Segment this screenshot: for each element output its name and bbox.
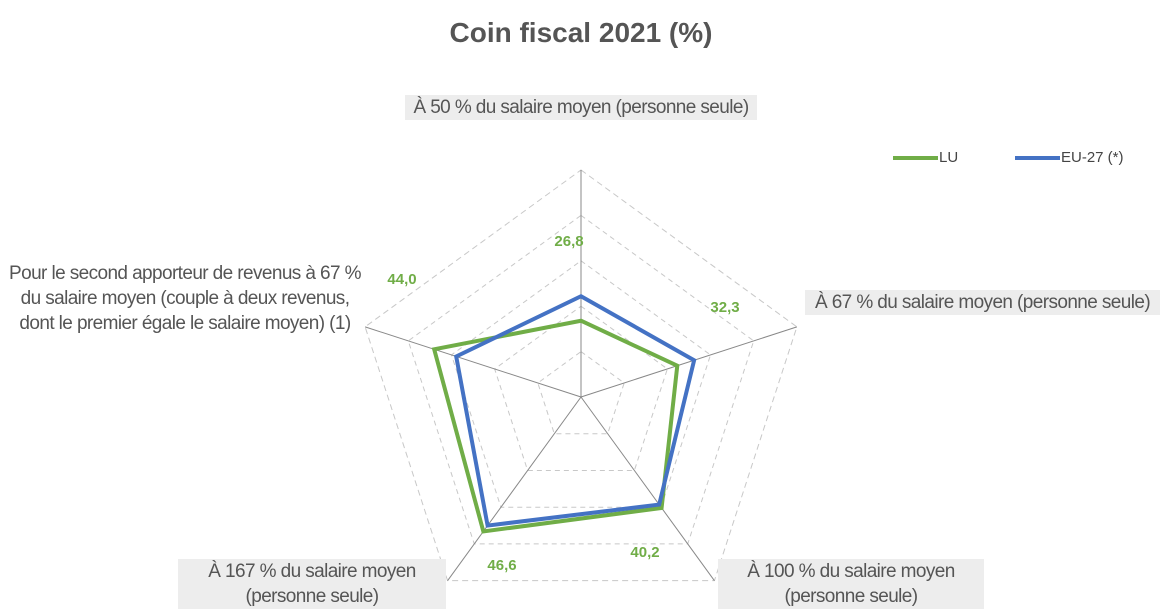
category-label: À 167 % du salaire moyen (personne seule… [178, 559, 446, 609]
axis-spoke [580, 396, 715, 581]
value-label: 46,6 [487, 557, 516, 574]
axis-spoke [580, 326, 798, 398]
legend-label: LU [939, 149, 958, 166]
value-label: 32,3 [710, 299, 739, 316]
category-label: À 67 % du salaire moyen (personne seule) [805, 290, 1160, 315]
axis-spoke [447, 396, 582, 581]
category-label: À 50 % du salaire moyen (personne seule) [405, 95, 757, 120]
category-label: À 100 % du salaire moyen (personne seule… [718, 559, 984, 609]
legend-label: EU-27 (*) [1061, 149, 1124, 166]
value-label: 40,2 [630, 544, 659, 561]
value-label: 44,0 [387, 271, 416, 288]
value-label: 26,8 [554, 233, 583, 250]
grid-ring [494, 305, 668, 471]
series-polygon [431, 318, 680, 534]
grid-ring [450, 260, 712, 508]
grid-ring [364, 169, 798, 582]
axis-spoke [364, 326, 582, 398]
category-label: Pour le second apporteur de revenus à 67… [9, 263, 361, 334]
chart-title: Coin fiscal 2021 (%) [450, 17, 713, 48]
series-polygon [453, 293, 697, 528]
grid-ring [407, 214, 755, 545]
